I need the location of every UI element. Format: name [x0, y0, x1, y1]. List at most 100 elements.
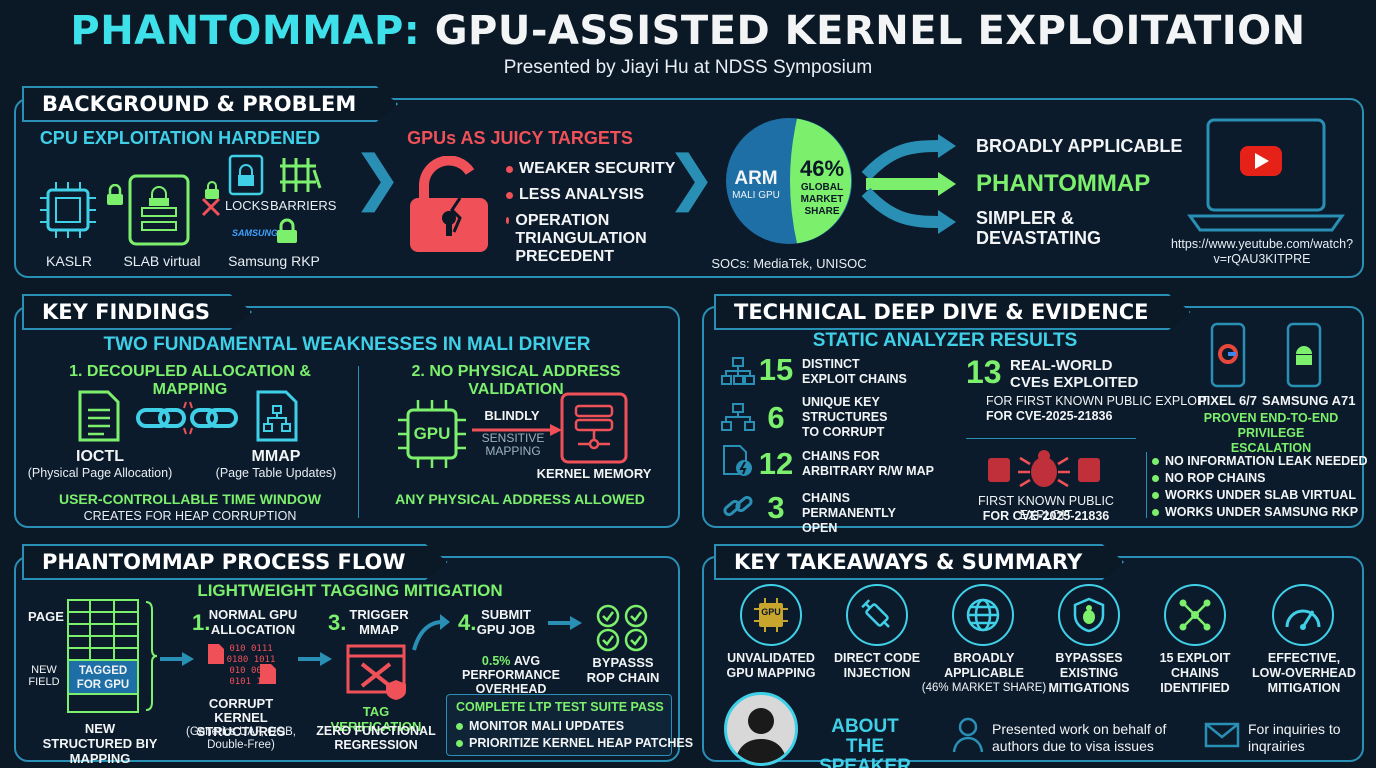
- takeaways-heading: KEY TAKEAWAYS & SUMMARY: [714, 544, 1124, 580]
- overhead-text: AVG PERFORMANCE OVERHEAD: [462, 654, 560, 696]
- person-icon: [952, 716, 984, 754]
- gpu-point: LESS ANALYSIS: [506, 186, 676, 204]
- market-share-pie: [724, 116, 854, 246]
- overhead-pct: 0.5%: [481, 654, 511, 668]
- w1-foot-b: CREATES FOR HEAP CORRUPTION: [83, 509, 297, 523]
- deep-dive-panel: [702, 306, 1364, 528]
- tagged-label: TAGGED FOR GPU: [76, 665, 130, 691]
- bit-row: 010 0111: [229, 644, 273, 654]
- takeaway-text: BROADLY APPLICABLE (46% MARKET SHARE): [921, 651, 1047, 694]
- stat-num: 12: [758, 446, 794, 481]
- page-label: PAGE: [28, 609, 64, 624]
- cve-note-a: FOR FIRST KNOWN PUBLIC EXPLOIT: [986, 394, 1209, 408]
- gpu-chip-icon: [740, 584, 802, 646]
- stat-label: DISTINCT EXPLOIT CHAINS: [802, 357, 907, 386]
- mmap-doc-icon: [254, 390, 300, 442]
- pixel-phone-icon: [1210, 322, 1246, 388]
- chevron-right-icon: ❯: [352, 144, 403, 211]
- broken-chain-icon: [134, 398, 240, 438]
- check-item: WORKS UNDER SLAB VIRTUAL: [1152, 488, 1368, 502]
- syringe-icon: [846, 584, 908, 646]
- pie-mali-label: MALI GPU: [732, 190, 780, 201]
- gpu-point: OPERATION TRIANGULATION PRECEDENT: [506, 212, 676, 266]
- slab-chip-icon: [124, 170, 194, 250]
- new-field-label: NEW FIELD: [28, 664, 60, 688]
- proven-label: PROVEN END-TO-END PRIVILEGE ESCALATION: [1203, 411, 1339, 455]
- w1-foot-a: USER-CONTROLLABLE TIME WINDOW: [58, 491, 322, 507]
- cve-label: REAL-WORLD CVEs EXPLOITED: [1010, 357, 1139, 391]
- new-struct-label: NEW STRUCTURED BIY MAPPING: [42, 721, 158, 766]
- stat-label: CHAINS FOR ARBITRARY R/W MAP: [802, 449, 934, 478]
- binary-bits: 010 0111 0180 1011 010 0079 0101 101: [226, 644, 276, 688]
- pie-arm-label: ARM: [734, 168, 778, 189]
- locks-icon: [228, 154, 264, 196]
- blindly-label: BLINDLY: [484, 408, 540, 423]
- sensitive-label: SENSITIVE MAPPING: [481, 431, 545, 458]
- checks-grid-icon: [596, 604, 650, 652]
- background-panel: [14, 98, 1364, 278]
- rec-item: PRIORITIZE KERNEL HEAP PATCHES: [456, 736, 693, 750]
- ioctl-label: IOCTL: [76, 448, 124, 465]
- label-kaslr: KASLR: [46, 253, 92, 269]
- step1-label: NORMAL GPU ALLOCATION: [208, 607, 298, 637]
- step1-num: 1.: [192, 610, 211, 635]
- analyzer-title: STATIC ANALYZER RESULTS: [812, 330, 1078, 351]
- gpu-targets-title: GPUs AS JUICY TARGETS: [407, 128, 633, 148]
- laptop-icon: [1186, 116, 1346, 236]
- globe-icon: [952, 584, 1014, 646]
- mmap-label: MMAP: [251, 448, 301, 465]
- cpu-title: CPU EXPLOITATION HARDENED: [39, 128, 321, 148]
- pie-share: GLOBAL MARKET SHARE: [800, 182, 844, 217]
- findings-heading: KEY FINDINGS: [22, 294, 252, 330]
- gpu-point: WEAKER SECURITY: [506, 160, 676, 178]
- process-heading: PHANTOMMAP PROCESS FLOW: [22, 544, 448, 580]
- gpu-chip-text: GPU: [761, 607, 781, 617]
- outcome-simpler: SIMPLER & DEVASTATING: [976, 208, 1101, 248]
- samsung-logo: SAMSUNG: [231, 228, 278, 238]
- cve-note2-a: FIRST KNOWN PUBLIC EXPLOIT: [978, 494, 1114, 522]
- findings-panel: [14, 306, 680, 528]
- barriers-icon: [278, 152, 322, 196]
- network-icon: [1164, 584, 1226, 646]
- gpu-chip-icon: [396, 398, 468, 470]
- page-subtitle: Presented by Jiayi Hu at NDSS Symposium: [503, 57, 873, 78]
- bug-shield-icon: [1058, 584, 1120, 646]
- mmap-sub: (Page Table Updates): [215, 466, 337, 480]
- outcome-broadly: BROADLY APPLICABLE: [976, 136, 1183, 156]
- bit-row: 0180 1011: [226, 655, 276, 665]
- check-item: NO ROP CHAINS: [1152, 471, 1368, 485]
- mail-icon: [1204, 722, 1240, 748]
- corrupt-label: CORRUPT KERNEL STRUCTURES: [196, 696, 286, 739]
- stat-label: CHAINS PERMANENTLY OPEN: [802, 491, 896, 535]
- checks-list: NO INFORMATION LEAK NEEDED NO ROP CHAINS…: [1152, 454, 1368, 519]
- stat-label: UNIQUE KEY STRUCTURES TO CORRUPT: [802, 395, 888, 439]
- check-item: WORKS UNDER SAMSUNG RKP: [1152, 505, 1368, 519]
- inquiries-note[interactable]: For inquiries to inqrairies: [1248, 721, 1341, 754]
- hierarchy-icon: [720, 356, 756, 386]
- ltp-label: COMPLETE LTP TEST SUITE PASS: [456, 700, 664, 714]
- x-mark-icon: [200, 196, 222, 218]
- arrow-right-icon: [298, 652, 332, 666]
- check-item: NO INFORMATION LEAK NEEDED: [1152, 454, 1368, 468]
- takeaway-text: DIRECT CODE INJECTION: [833, 651, 921, 680]
- page-stack-icon: [66, 598, 140, 714]
- broken-lock-icon: [404, 156, 494, 256]
- label-samsung-rkp: Samsung RKP: [228, 253, 320, 269]
- cve-note-b: FOR CVE-2025-21836: [986, 409, 1113, 423]
- ltp-box: [446, 694, 672, 756]
- cve-num: 13: [966, 354, 1002, 390]
- cpu-chip-icon: [36, 178, 100, 242]
- ioctl-sub: (Physical Page Allocation): [27, 466, 173, 480]
- blocked-window-icon: [346, 644, 410, 700]
- bug-chips-icon: [984, 448, 1104, 492]
- video-link[interactable]: https://www.yeutube.com/watch?v=rQAU3KIT…: [1170, 237, 1354, 266]
- tag-verif-label: TAG VERIFICATION: [330, 704, 422, 734]
- android-phone-icon: [1286, 322, 1322, 388]
- gauge-icon: [1272, 584, 1334, 646]
- step4-num: 4.: [458, 610, 477, 635]
- step4-label: SUBMIT GPU JOB: [476, 607, 536, 637]
- cve-separator: [966, 438, 1136, 439]
- doc-bolt-icon: [720, 444, 756, 478]
- findings-divider: [358, 366, 359, 518]
- about-speaker: ABOUT THE SPEAKER: [819, 716, 911, 768]
